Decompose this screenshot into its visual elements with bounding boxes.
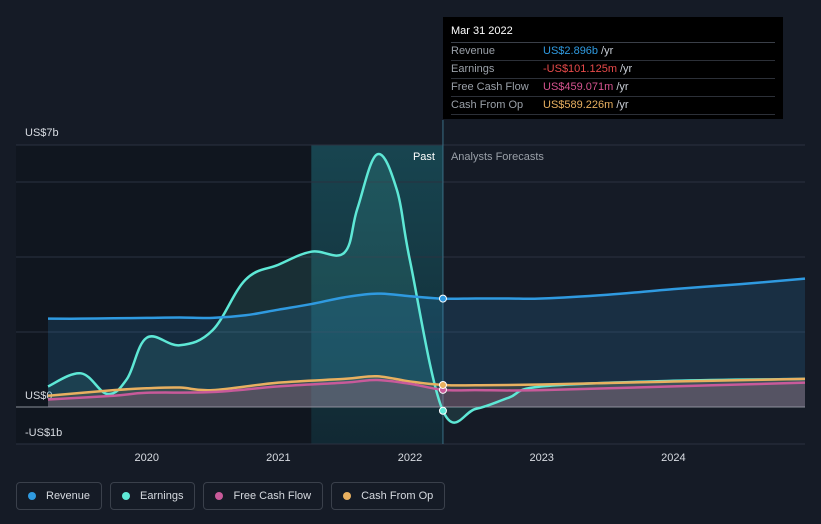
legend-label: Free Cash Flow [233,490,312,502]
tooltip-unit: /yr [616,99,629,111]
tooltip-value: US$2.896b [543,45,599,57]
legend-item-cash-from-op[interactable]: Cash From Op [331,482,446,510]
x-tick-label: 2021 [266,452,290,464]
series-area-earnings [48,153,805,423]
tooltip-unit: /yr [620,63,633,75]
legend-item-earnings[interactable]: Earnings [110,482,196,510]
tooltip-label: Revenue [451,45,496,57]
forecast-label: Analysts Forecasts [451,151,544,163]
tooltip-unit: /yr [601,45,614,57]
y-tick-label: US$0 [25,390,53,402]
earnings-dot-icon [122,492,131,500]
legend-label: Earnings [140,490,184,502]
tooltip-date: Mar 31 2022 [451,24,775,43]
tooltip-row-cash-from-op: Cash From Op US$589.226m /yr [451,97,775,115]
tooltip-value: US$589.226m [543,99,614,111]
x-tick-label: 2023 [529,452,553,464]
earnings-revenue-chart: US$7b US$0 -US$1b 2020 2021 2022 2023 2024 Past A… [16,120,806,464]
tooltip-label: Earnings [451,63,495,75]
x-tick-label: 2020 [134,452,158,464]
y-tick-label: US$7b [25,127,59,139]
legend-item-free-cash-flow[interactable]: Free Cash Flow [203,482,324,510]
series-line-free-cash-flow [47,378,806,401]
tooltip-label: Cash From Op [451,99,524,111]
tooltip-unit: /yr [616,81,629,93]
chart-legend: Revenue Earnings Free Cash Flow Cash Fro… [16,482,446,510]
legend-label: Cash From Op [361,490,434,502]
tooltip-row-earnings: Earnings -US$101.125m /yr [451,61,775,79]
free-cash-flow-dot-icon [215,492,224,500]
series-line-cash-from-op [47,374,806,398]
tooltip-value: -US$101.125m [543,63,617,75]
marker-earnings [438,406,447,415]
marker-cash-from-op [438,380,447,389]
revenue-dot-icon [28,492,36,500]
tooltip-row-revenue: Revenue US$2.896b /yr [451,43,775,61]
past-label: Past [413,151,435,163]
legend-label: Revenue [46,490,91,502]
series-line-revenue [47,277,806,320]
series-line-earnings [47,152,806,424]
tooltip-value: US$459.071m [543,81,614,93]
y-tick-label: -US$1b [25,427,62,439]
x-tick-label: 2022 [398,452,422,464]
tooltip-label: Free Cash Flow [451,81,529,93]
tooltip-row-free-cash-flow: Free Cash Flow US$459.071m /yr [451,79,775,97]
hover-tooltip: Mar 31 2022 Revenue US$2.896b /yr Earnin… [443,17,783,119]
cash-from-op-dot-icon [343,492,352,500]
x-tick-label: 2024 [661,452,685,464]
marker-revenue [438,294,447,303]
series-area-free-cash-flow [48,380,805,407]
legend-item-revenue[interactable]: Revenue [16,482,103,510]
